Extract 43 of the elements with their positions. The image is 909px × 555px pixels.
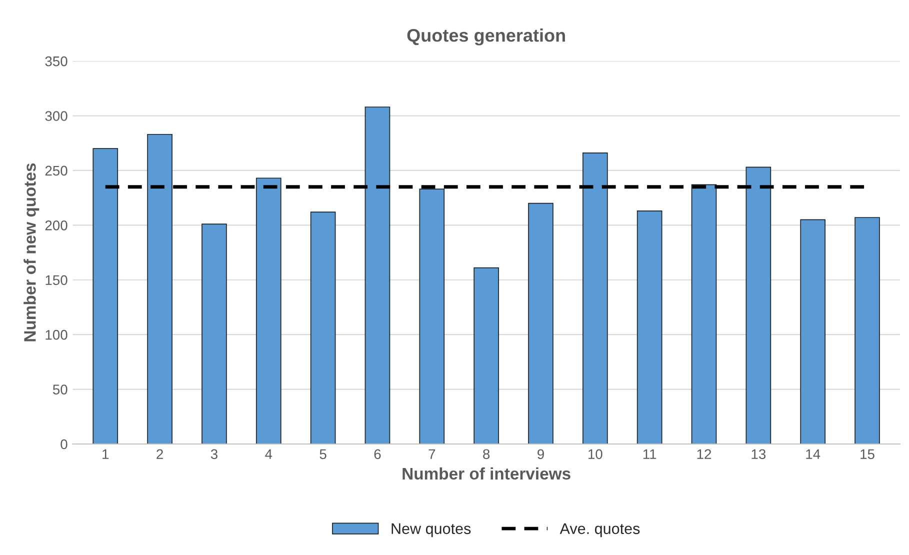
x-tick-label: 4 bbox=[265, 449, 272, 459]
x-tick-label: 5 bbox=[320, 449, 326, 460]
x-tick-label: 3 bbox=[210, 449, 218, 460]
bar bbox=[636, 210, 662, 444]
bar bbox=[419, 188, 445, 444]
x-tick-label: 7 bbox=[428, 449, 436, 459]
x-tick-label: 12 bbox=[697, 449, 712, 459]
y-tick-label: 100 bbox=[46, 330, 68, 340]
bar bbox=[474, 267, 499, 444]
bar bbox=[256, 178, 282, 444]
y-tick-label: 300 bbox=[45, 111, 68, 121]
bar bbox=[92, 148, 118, 444]
chart-title: Quotes generation bbox=[407, 28, 565, 46]
bar bbox=[364, 106, 390, 444]
x-tick-label: 15 bbox=[860, 449, 874, 460]
x-tick-label: 14 bbox=[806, 449, 820, 459]
x-tick-label: 11 bbox=[643, 449, 656, 459]
bar bbox=[528, 202, 554, 444]
bar bbox=[202, 224, 227, 444]
x-tick-label: 9 bbox=[538, 449, 544, 460]
y-tick-label: 0 bbox=[60, 439, 68, 450]
x-tick-label: 6 bbox=[374, 449, 381, 460]
x-tick-label: 8 bbox=[483, 449, 490, 460]
bar bbox=[800, 219, 826, 444]
y-axis-title: Number of new quotes bbox=[24, 163, 40, 342]
bar bbox=[854, 217, 880, 444]
bar bbox=[582, 152, 608, 444]
bar bbox=[147, 134, 172, 444]
legend-label: New quotes bbox=[392, 523, 471, 538]
y-tick-label: 250 bbox=[45, 166, 68, 176]
y-tick-label: 200 bbox=[45, 220, 68, 230]
bar bbox=[691, 184, 717, 444]
y-tick-label: 50 bbox=[52, 384, 68, 394]
bar bbox=[310, 212, 336, 444]
x-tick-label: 1 bbox=[102, 449, 109, 459]
x-tick-label: 13 bbox=[752, 449, 766, 460]
legend-label: Ave. quotes bbox=[560, 523, 640, 538]
y-tick-label: 150 bbox=[46, 275, 68, 286]
y-tick-label: 350 bbox=[45, 56, 68, 66]
x-axis-title: Number of interviews bbox=[402, 467, 570, 480]
x-tick-label: 2 bbox=[156, 449, 163, 459]
x-tick-label: 10 bbox=[588, 449, 602, 460]
bar bbox=[746, 166, 772, 444]
